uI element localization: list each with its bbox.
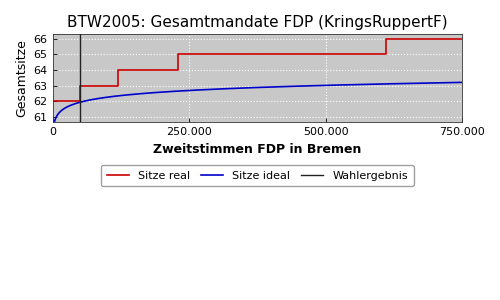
Sitze ideal [121, 93, 127, 97]
Sitze ideal [207, 88, 213, 91]
Sitze real [382, 52, 388, 56]
Line: Sitze real: Sitze real [52, 39, 462, 101]
Sitze ideal [451, 81, 457, 84]
Legend: Sitze real, Sitze ideal, Wahlergebnis: Sitze real, Sitze ideal, Wahlergebnis [101, 165, 414, 186]
Sitze ideal [224, 87, 230, 90]
Sitze real [115, 68, 121, 72]
Sitze real [115, 84, 121, 87]
Sitze real [175, 68, 181, 72]
Title: BTW2005: Gesamtmandate FDP (KringsRuppertF): BTW2005: Gesamtmandate FDP (KringsRupper… [67, 15, 448, 30]
Sitze real [77, 99, 83, 103]
Sitze ideal [50, 134, 56, 138]
Sitze real [382, 37, 388, 40]
Sitze real [77, 84, 83, 87]
Y-axis label: Gesamtsitze: Gesamtsitze [15, 39, 28, 117]
X-axis label: Zweitstimmen FDP in Bremen: Zweitstimmen FDP in Bremen [153, 143, 362, 156]
Sitze ideal [407, 82, 413, 85]
Line: Sitze ideal: Sitze ideal [53, 82, 462, 136]
Sitze real [50, 99, 56, 103]
Sitze real [175, 52, 181, 56]
Sitze ideal [96, 97, 102, 100]
Sitze ideal [459, 81, 465, 84]
Sitze real [459, 37, 465, 40]
